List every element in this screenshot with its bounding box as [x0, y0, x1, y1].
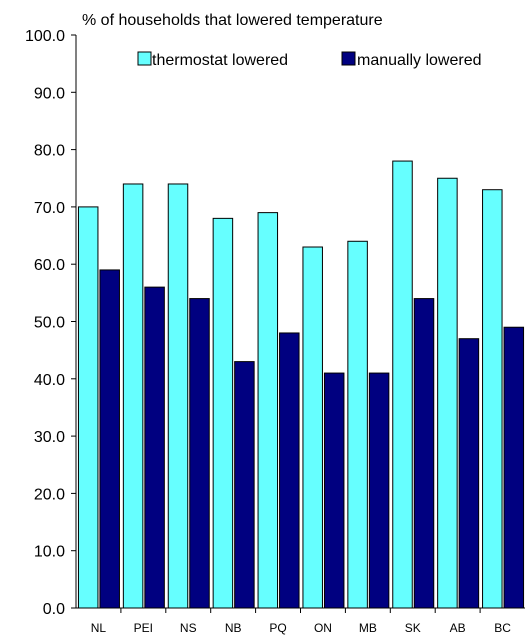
- bar-manual-on: [323, 372, 345, 609]
- y-tick-label: 10.0: [34, 544, 65, 561]
- y-tick-label: 50.0: [34, 315, 65, 332]
- legend-swatch-thermostat: [137, 51, 152, 66]
- y-tick-label: 70.0: [34, 200, 65, 217]
- x-tick-label: MB: [359, 621, 377, 635]
- bars: [77, 160, 525, 609]
- bar-manual-pei: [144, 286, 165, 609]
- x-tick-label: SK: [405, 621, 421, 635]
- bar-manual-nb: [234, 361, 255, 609]
- y-tick-label: 0.0: [43, 601, 65, 618]
- bar-manual-ns: [189, 298, 210, 609]
- bar-thermostat-mb: [347, 240, 368, 609]
- x-axis: NL PEI NS NB PQ ON MB SK AB BC: [76, 607, 525, 635]
- y-axis: 0.0 10.0 20.0 30.0 40.0 50.0 60.0 70.0 80.0 90.0 1…: [25, 28, 77, 618]
- legend-label-thermostat: thermostat lowered: [152, 52, 288, 69]
- bar-thermostat-ab: [437, 177, 458, 609]
- bar-manual-sk: [413, 298, 435, 609]
- y-tick-label: 90.0: [34, 85, 65, 102]
- y-tick-label: 60.0: [34, 257, 65, 274]
- y-tick-label: 20.0: [34, 486, 65, 503]
- y-tick-label: 40.0: [34, 372, 65, 389]
- chart-title: % of households that lowered temperature: [82, 12, 383, 29]
- bar-thermostat-nb: [212, 217, 234, 609]
- y-tick-label: 30.0: [34, 429, 65, 446]
- bar-thermostat-bc: [482, 189, 503, 609]
- x-tick-label: NS: [180, 621, 197, 635]
- bar-manual-ab: [458, 338, 480, 609]
- x-tick-label: NB: [225, 621, 242, 635]
- bar-thermostat-on: [302, 246, 323, 609]
- y-tick-label: 80.0: [34, 143, 65, 160]
- bar-thermostat-sk: [392, 160, 413, 609]
- bar-manual-nl: [99, 269, 120, 609]
- bar-thermostat-ns: [167, 183, 189, 609]
- x-tick-label: ON: [314, 621, 332, 635]
- legend-swatch-manual: [341, 51, 356, 66]
- bar-manual-pq: [279, 332, 300, 609]
- x-tick-label: AB: [450, 621, 466, 635]
- bar-thermostat-nl: [77, 206, 99, 609]
- bar-thermostat-pei: [122, 183, 144, 609]
- x-tick-label: BC: [494, 621, 511, 635]
- bar-thermostat-pq: [257, 212, 279, 609]
- y-tick-label: 100.0: [25, 28, 65, 45]
- bar-manual-bc: [503, 326, 525, 609]
- bar-manual-mb: [368, 372, 390, 609]
- legend: thermostat lowered manually lowered: [137, 51, 482, 69]
- x-tick-label: NL: [91, 621, 107, 635]
- x-tick-label: PQ: [269, 621, 286, 635]
- legend-label-manual: manually lowered: [357, 52, 482, 69]
- x-tick-label: PEI: [134, 621, 153, 635]
